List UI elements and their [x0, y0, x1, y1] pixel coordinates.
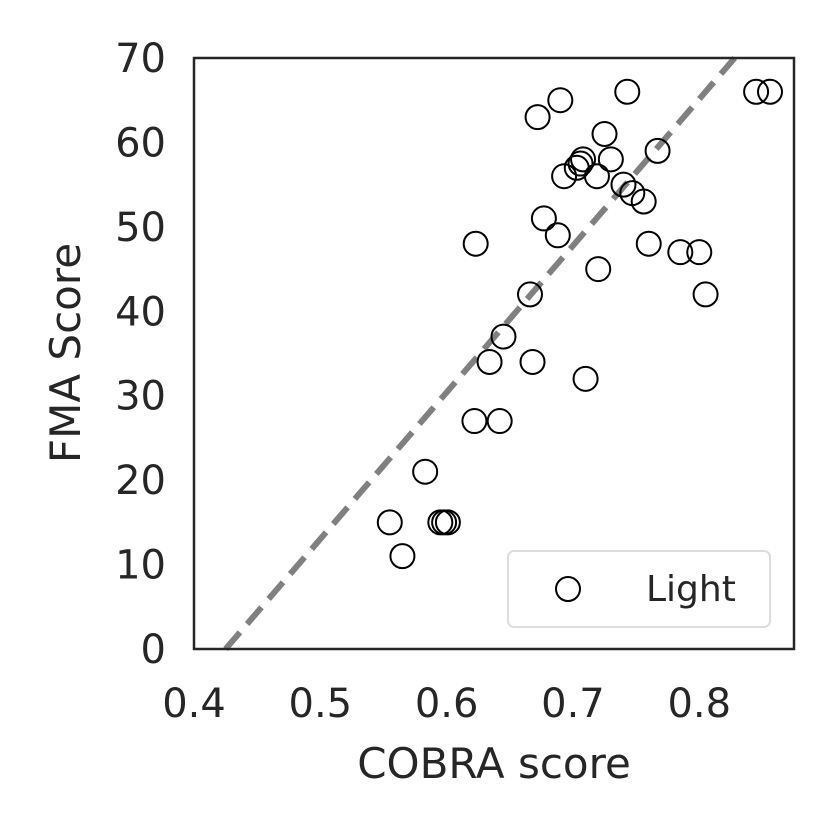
data-point — [476, 348, 503, 375]
y-tick-label: 20 — [115, 458, 166, 504]
data-point — [544, 222, 571, 249]
x-tick-label: 0.4 — [162, 681, 226, 727]
y-tick-label: 40 — [115, 289, 166, 335]
x-tick-label: 0.7 — [541, 681, 605, 727]
data-point — [692, 281, 719, 308]
x-tick-label: 0.8 — [667, 681, 731, 727]
y-tick-label: 30 — [115, 374, 166, 420]
data-point — [530, 205, 557, 232]
data-point — [551, 163, 578, 190]
data-point — [462, 230, 489, 257]
y-tick-label: 60 — [115, 120, 166, 166]
data-point — [547, 87, 574, 114]
data-point — [583, 163, 610, 190]
y-tick-label: 0 — [141, 627, 166, 673]
data-point — [412, 458, 439, 485]
plot-frame — [192, 56, 796, 651]
data-point — [570, 146, 597, 173]
y-axis-label: FMA Score — [41, 243, 90, 463]
data-point — [630, 188, 657, 215]
data-point — [597, 146, 624, 173]
data-point — [743, 78, 770, 105]
y-tick-label: 10 — [115, 543, 166, 589]
y-tick-label: 70 — [115, 36, 166, 82]
data-point — [434, 509, 461, 536]
legend-label: Light — [646, 569, 736, 610]
y-tick-label: 50 — [115, 205, 166, 251]
data-point — [519, 348, 546, 375]
legend: Light — [507, 550, 771, 628]
data-point — [610, 171, 637, 198]
x-tick-label: 0.6 — [415, 681, 479, 727]
data-point — [644, 137, 671, 164]
data-point — [635, 230, 662, 257]
legend-box — [507, 550, 771, 628]
x-tick-label: 0.5 — [289, 681, 353, 727]
data-point — [376, 509, 403, 536]
legend-marker — [555, 576, 581, 602]
data-point — [389, 543, 416, 570]
data-point — [486, 408, 513, 435]
data-point — [585, 256, 612, 283]
y-tick-labels: 0 10 20 30 40 50 60 70 — [115, 36, 166, 673]
x-axis-label: COBRA score — [357, 739, 631, 788]
points-layer — [376, 78, 783, 570]
data-point — [490, 323, 517, 350]
data-point — [686, 239, 713, 266]
data-point — [461, 408, 488, 435]
data-point — [567, 150, 594, 177]
data-point — [572, 365, 599, 392]
data-point — [667, 239, 694, 266]
data-point — [591, 120, 618, 147]
data-point — [524, 104, 551, 131]
data-point — [517, 281, 543, 308]
x-tick-labels: 0.4 0.5 0.6 0.7 0.8 — [162, 681, 731, 727]
data-point — [614, 78, 641, 105]
data-point — [757, 78, 783, 105]
